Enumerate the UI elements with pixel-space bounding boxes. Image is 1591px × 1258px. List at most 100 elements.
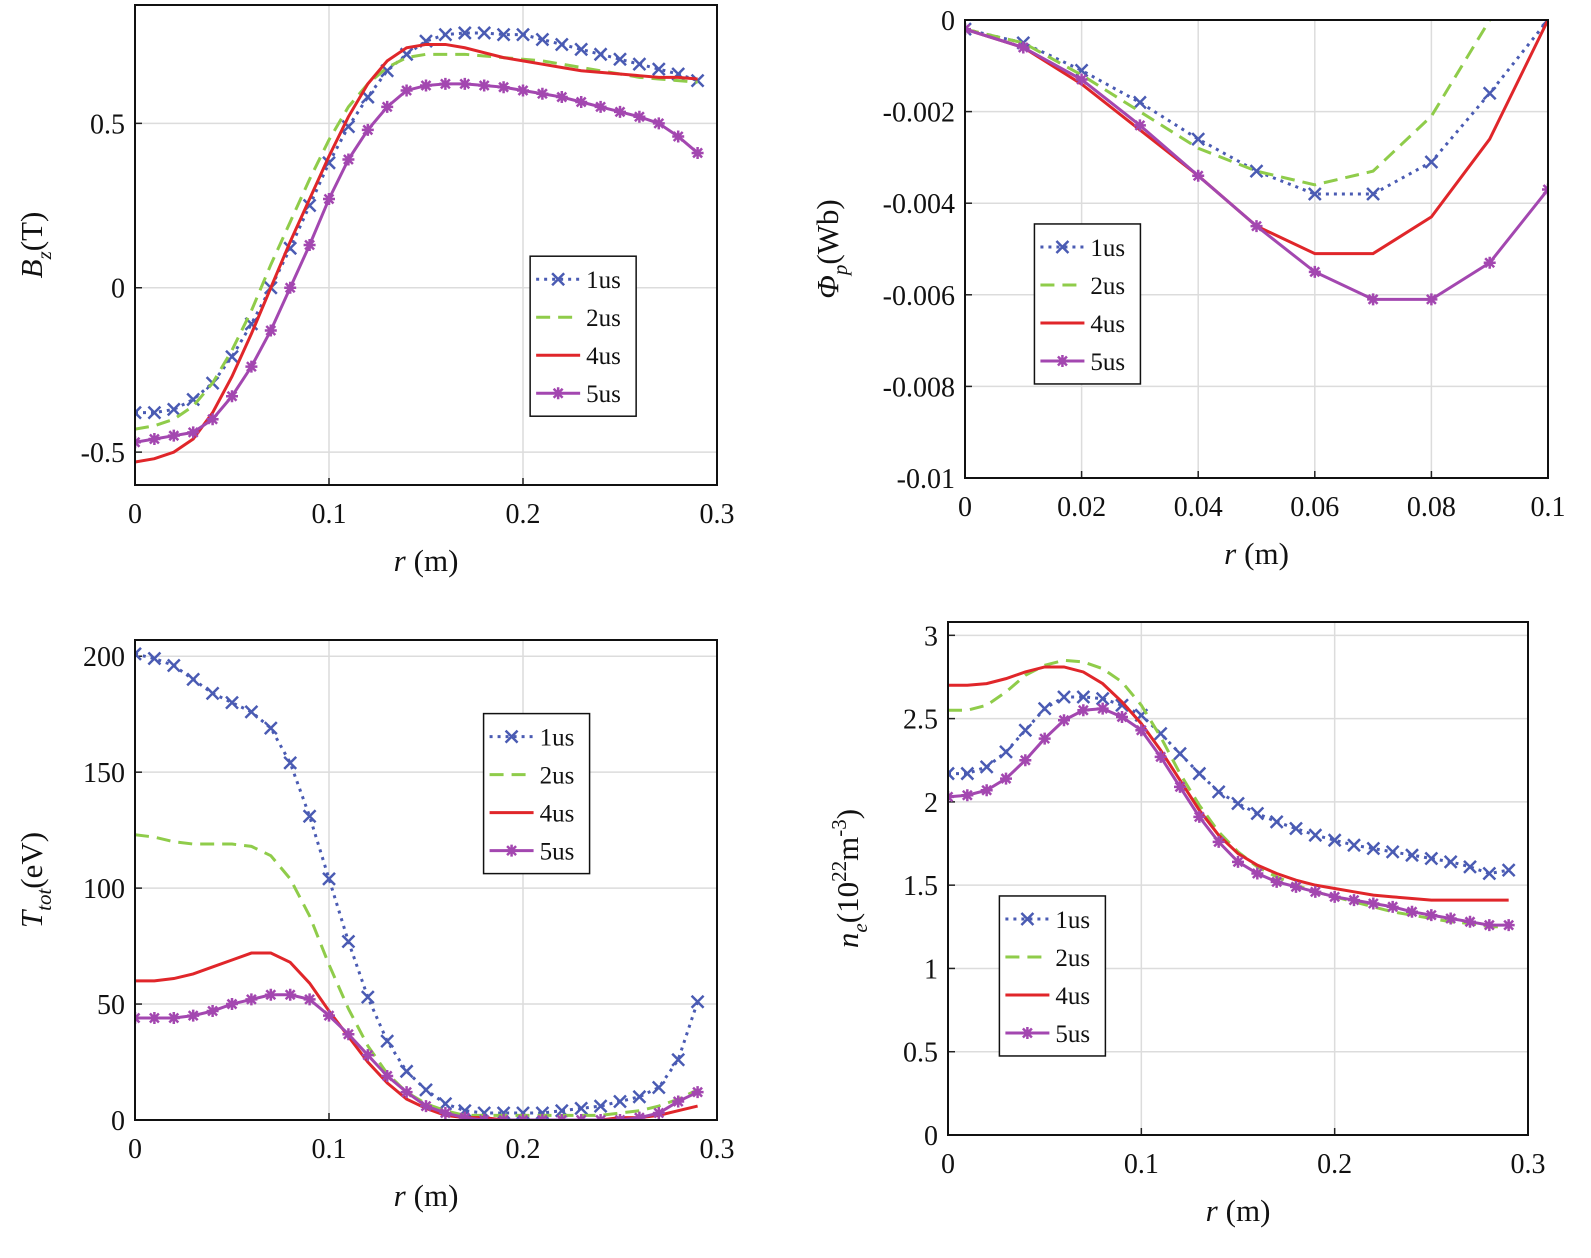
legend-box [998,895,1107,1057]
marker [1076,690,1091,704]
legend-label: 2us [586,305,621,332]
marker [1482,866,1497,881]
marker [135,647,142,661]
marker [1347,838,1361,853]
marker [516,27,530,42]
marker [302,809,317,824]
marker [1096,702,1109,715]
label-part: z [32,251,56,260]
marker [594,100,607,113]
legend-marker [505,844,518,857]
marker [496,27,511,42]
marker [263,721,278,735]
marker [420,79,432,92]
marker [167,429,180,442]
marker [186,672,201,687]
marker [1386,900,1399,913]
marker [458,1111,471,1120]
plot-area [948,622,1528,1135]
legend-box [529,255,637,417]
marker [613,1094,627,1109]
marker [380,1034,395,1049]
y-tick-label: -0.5 [81,438,125,469]
marker [979,760,994,774]
marker [1018,723,1033,738]
marker [633,110,646,123]
x-tick-label: 0 [128,1134,142,1165]
marker [284,988,297,1001]
marker [1424,851,1439,866]
marker [1019,754,1032,767]
marker [1443,854,1458,869]
label-part: (eV) [14,832,49,889]
marker [672,130,685,143]
legend-label: 5us [586,381,621,408]
y-tick-label: 2.5 [903,705,938,736]
legend-box [1033,223,1142,385]
marker [1269,814,1284,829]
marker [672,1095,685,1108]
marker [147,405,162,420]
y-tick-label: 150 [83,758,125,789]
marker [555,91,568,104]
marker [206,413,219,426]
marker [264,988,277,1001]
marker [303,993,316,1006]
label-part: e [848,923,872,932]
marker [419,1082,433,1097]
marker [245,360,258,373]
marker [671,1052,686,1067]
marker [283,756,298,770]
x-axis-label: r (m) [394,1178,459,1213]
plot-lines [135,26,705,464]
y-tick-label: -0.008 [883,372,955,403]
marker [264,324,277,337]
series-line [135,42,698,464]
marker [691,146,704,159]
legend: 1us 2us 4us 5us [998,895,1107,1057]
y-tick-label: 2 [924,788,938,819]
marker [341,934,356,949]
y-tick-label: 0 [924,1121,938,1152]
y-tick-label: 0.5 [90,109,125,140]
y-tick-label: -0.006 [883,281,955,312]
marker [166,658,181,673]
marker [1095,691,1110,706]
marker [458,77,471,90]
marker [1483,256,1496,269]
label-part: p [828,265,852,278]
marker [148,432,161,445]
x-tick-label: 0 [958,492,972,523]
marker [497,81,510,94]
marker [1212,835,1225,848]
marker [593,47,608,62]
plot-frame [134,4,718,486]
marker [632,57,647,72]
legend-marker [551,272,566,287]
label-part: n [830,933,865,949]
marker [1133,95,1147,110]
marker [1192,766,1207,781]
legend-label: 4us [1090,311,1125,338]
legend-label: 2us [540,763,575,790]
legend-label: 2us [1090,273,1125,300]
marker [1193,810,1206,823]
label-part: (Wb) [810,199,845,264]
legend-label: 4us [1055,983,1090,1010]
label-part: ) [830,809,865,819]
marker [574,42,589,57]
marker [225,695,239,710]
subplot: 0 0.02 0.04 0.06 0.08 0.1 -0.01 -0.008 -0.006 -0.… [810,6,1566,571]
marker [593,1099,608,1113]
marker [147,651,162,666]
x-tick-label: 0.1 [312,1134,347,1165]
marker [1367,897,1380,910]
marker [1308,265,1321,278]
x-tick-label: 0.2 [506,499,541,530]
legend-marker [504,729,519,744]
x-tick-label: 0.2 [1317,1149,1352,1180]
label-part: (m) [1244,536,1289,571]
x-axis-label: r (m) [394,543,459,578]
